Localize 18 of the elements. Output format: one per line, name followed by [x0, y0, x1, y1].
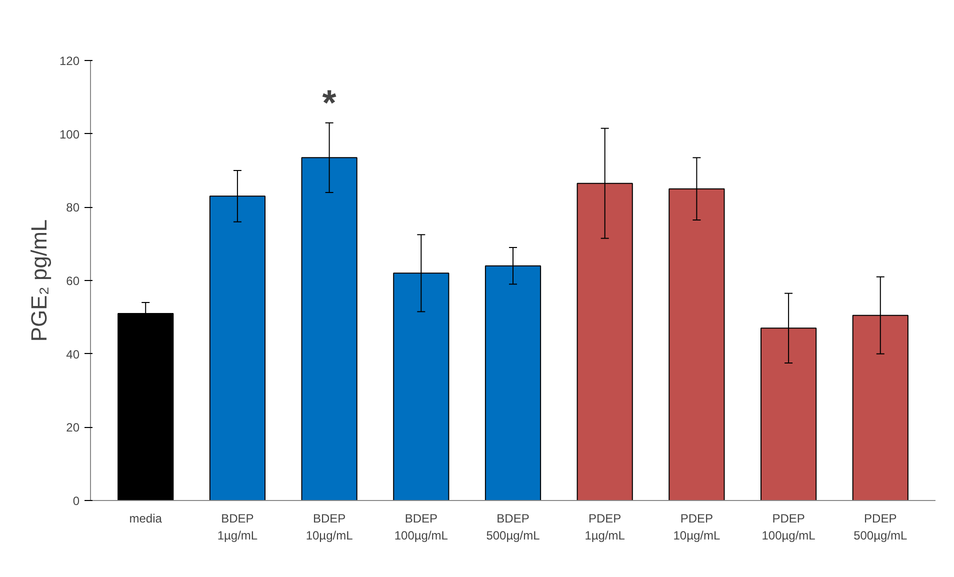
y-tick-label: 0 — [72, 494, 80, 508]
x-tick-label: PDEP 100µg/mL — [762, 512, 816, 542]
y-tick-label: 60 — [66, 274, 80, 288]
x-tick-label: BDEP 10µg/mL — [306, 512, 354, 542]
x-tick-label: BDEP 500µg/mL — [486, 512, 540, 542]
annotation: * — [322, 82, 336, 123]
x-tick-label: BDEP 100µg/mL — [394, 512, 448, 542]
x-tick-label: media — [129, 512, 162, 526]
y-tick-label: 40 — [66, 347, 80, 362]
y-tick-label: 80 — [66, 200, 80, 215]
x-tick-label: PDEP 10µg/mL — [673, 512, 720, 542]
y-axis-title: PGE₂ pg/mL — [26, 219, 52, 342]
x-tick-label: PDEP 1µg/mL — [584, 512, 626, 542]
x-tick-label: PDEP 500µg/mL — [854, 512, 908, 542]
x-tick-label: BDEP 1µg/mL — [217, 512, 258, 542]
y-tick-label: 120 — [59, 54, 80, 68]
y-tick-label: 100 — [59, 127, 80, 142]
y-tick-label: 20 — [66, 420, 80, 435]
